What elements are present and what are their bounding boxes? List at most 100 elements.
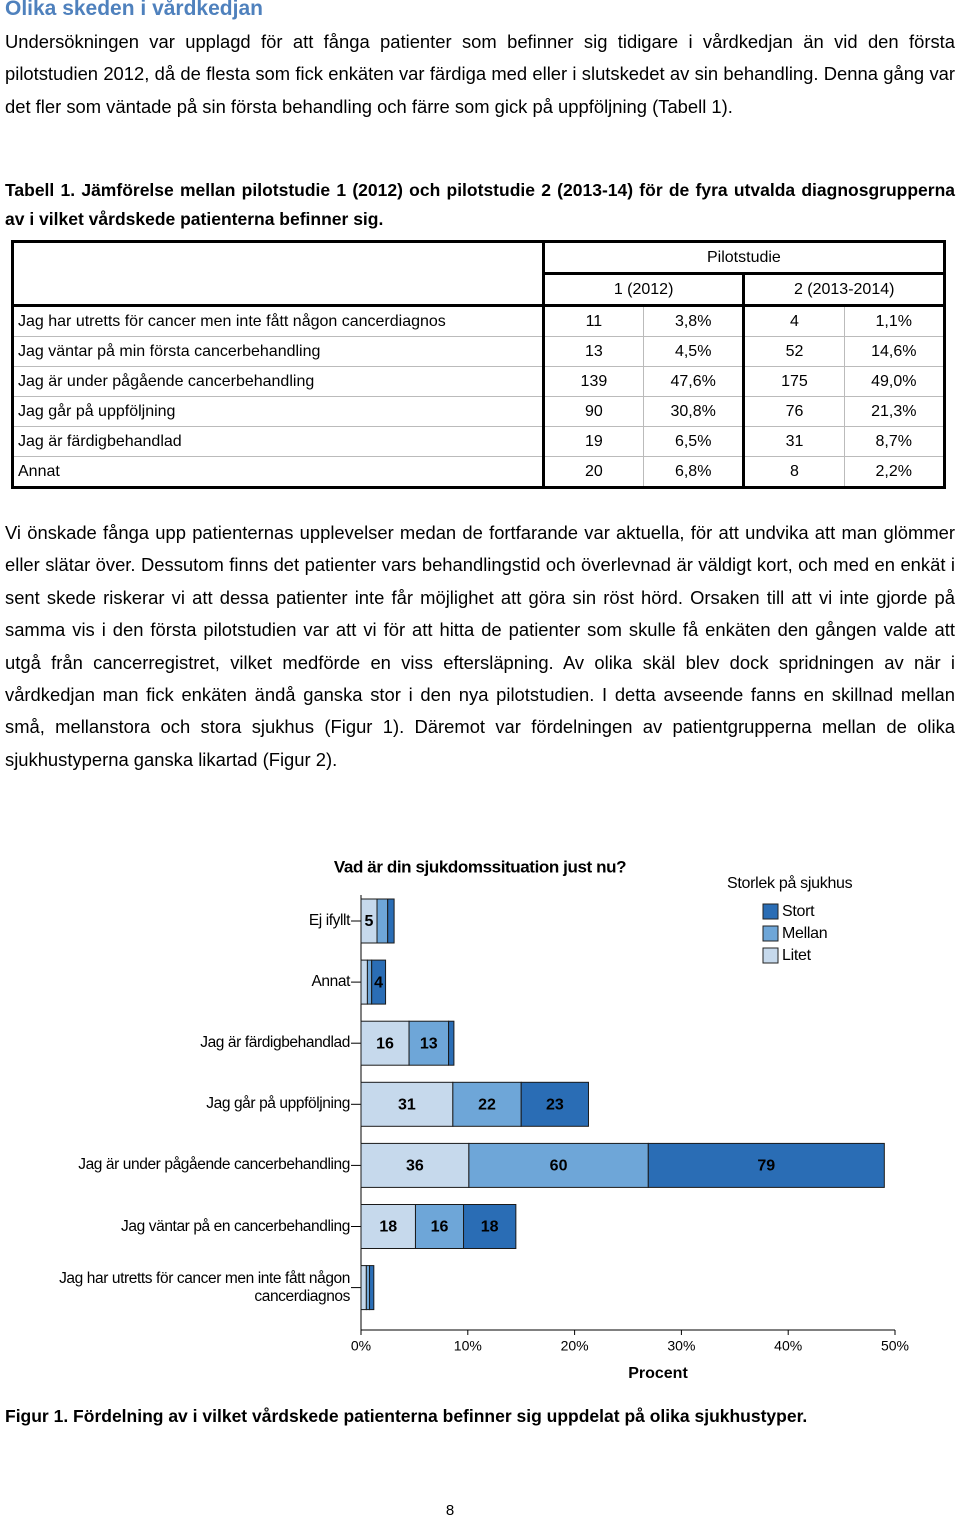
- table-cell: 76: [743, 396, 845, 427]
- data-label: 23: [546, 1097, 564, 1114]
- bar-segment: [371, 959, 387, 1005]
- table-row: Jag är under pågående cancerbehandling 13…: [12, 366, 945, 397]
- table-cell: 52: [743, 336, 845, 367]
- data-label: 79: [757, 1158, 775, 1175]
- y-tick-label: Jag är färdigbehandlad: [200, 1034, 350, 1052]
- data-label: 60: [550, 1158, 568, 1175]
- bar-segment: [360, 1081, 454, 1127]
- x-tick-label: 50%: [881, 1338, 909, 1354]
- x-tick-label: 20%: [561, 1338, 589, 1354]
- table-cell: 4: [743, 305, 845, 337]
- paragraph: Undersökningen var upplagd för att fånga…: [5, 31, 955, 117]
- table-caption: Tabell 1. Jämförelse mellan pilotstudie …: [5, 180, 955, 229]
- legend-swatch: [762, 925, 779, 942]
- table-cell: 21,3%: [844, 396, 945, 427]
- figure-caption: Figur 1. Fördelning av i vilket vårdsked…: [5, 1406, 808, 1426]
- row-label: Jag är färdigbehandlad: [12, 426, 545, 457]
- table-cell: 2,2%: [875, 462, 912, 480]
- table-row: Jag går på uppföljning 90 30,8% 76 21,3%: [12, 396, 945, 427]
- table-cell: 1,1%: [844, 305, 945, 337]
- table-header: 2 (2013-2014): [743, 273, 945, 307]
- legend-label: Litet: [782, 947, 812, 964]
- x-tick-label: 30%: [667, 1338, 695, 1354]
- bar-segment: [414, 1204, 465, 1249]
- bar-segment: [369, 1265, 375, 1311]
- table-cell: 4,5%: [643, 336, 746, 367]
- table-cell: 13: [543, 336, 644, 367]
- table-cell: 14,6%: [844, 336, 945, 367]
- data-label: 36: [406, 1158, 424, 1175]
- y-tick-label: Jag är under pågående cancerbehandling: [78, 1156, 350, 1174]
- table-cell: 175: [743, 366, 845, 397]
- row-label: Jag väntar på min första cancerbehandlin…: [12, 336, 545, 367]
- table-cell: 90: [543, 396, 644, 427]
- data-label: 18: [481, 1219, 499, 1236]
- table: Pilotstudie 1 (2012) 2 (2013-2014) Jag har …: [11, 240, 946, 489]
- table-cell: 3,8%: [643, 305, 746, 337]
- y-tick-label: Ej ifyllt: [308, 912, 351, 929]
- legend-label: Mellan: [782, 925, 827, 942]
- bar-segment: [468, 1142, 649, 1188]
- data-label: 18: [379, 1219, 397, 1236]
- table-header: Pilotstudie: [543, 241, 945, 275]
- table-cell: 6,8%: [643, 456, 746, 488]
- x-tick-label: 40%: [774, 1338, 802, 1354]
- table-row: Annat 20 6,8% 8 2,2%: [12, 456, 945, 488]
- y-tick-label: Jag väntar på en cancerbehandling: [121, 1217, 350, 1235]
- legend-label: Stort: [782, 903, 815, 920]
- table-cell: [12, 241, 545, 307]
- table-row: Jag väntar på min första cancerbehandlin…: [12, 336, 945, 367]
- table-cell: 30,8%: [643, 396, 746, 427]
- bar-segment: [360, 1142, 470, 1188]
- table-row: Jag har utretts för cancer men inte fått…: [12, 305, 945, 337]
- bar-segment: [647, 1142, 885, 1188]
- table-cell: 8,7%: [844, 426, 945, 457]
- row-label: Jag har utretts för cancer men inte fått…: [12, 305, 545, 337]
- paragraph: Vi önskade fånga upp patienternas upplev…: [5, 522, 955, 770]
- bar-segment: [366, 959, 373, 1005]
- row-label: Annat: [12, 456, 545, 488]
- bar-segment: [376, 898, 389, 944]
- table-header: 1 (2012): [543, 273, 746, 307]
- chart: Vad är din sjukdomssituation just nu? Sto…: [0, 850, 960, 1400]
- data-label: 4: [374, 974, 383, 991]
- bar-segment: [520, 1081, 589, 1127]
- x-tick-label: 0%: [351, 1338, 371, 1354]
- page-number: 8: [445, 1502, 455, 1519]
- table-cell: 6,5%: [643, 426, 746, 457]
- table-cell: 11: [543, 305, 644, 337]
- bar-segment: [360, 1204, 416, 1249]
- bar-segment: [360, 959, 368, 1005]
- chart-title: Vad är din sjukdomssituation just nu?: [334, 857, 626, 876]
- data-label: 31: [398, 1097, 416, 1114]
- data-label: 13: [420, 1035, 438, 1052]
- data-label: 5: [365, 913, 374, 930]
- data-label: 16: [431, 1219, 449, 1236]
- table-row: 1 (2012) 2 (2013-2014): [13, 273, 945, 307]
- y-tick-label: Annat: [311, 973, 350, 991]
- table-cell: 47,6%: [643, 366, 746, 397]
- legend-swatch: [762, 903, 779, 920]
- row-label: Jag är under pågående cancerbehandling: [12, 366, 545, 397]
- bar-segment: [463, 1204, 517, 1249]
- bar-segment: [360, 1265, 367, 1311]
- bar-segment: [387, 898, 395, 944]
- x-tick-label: 10%: [454, 1338, 482, 1354]
- heading: Olika skeden i vårdkedjan: [5, 0, 263, 20]
- table-row: Jag är färdigbehandlad 19 6,5% 31 8,7%: [12, 426, 945, 457]
- table-cell: 139: [543, 366, 644, 397]
- row-label: Jag går på uppföljning: [12, 396, 545, 427]
- legend-swatch: [762, 947, 779, 964]
- bar-segment: [448, 1020, 455, 1066]
- table-cell: 20: [543, 456, 644, 488]
- table-cell: 49,0%: [844, 366, 945, 397]
- table-cell: 31: [743, 426, 845, 457]
- bar-segment: [408, 1020, 450, 1066]
- table-cell: 19: [543, 426, 644, 457]
- data-label: 22: [478, 1097, 496, 1114]
- table-row: Pilotstudie: [12, 241, 945, 307]
- bar-segment: [360, 1020, 410, 1066]
- chart-svg: Vad är din sjukdomssituation just nu? Sto…: [334, 857, 909, 1382]
- x-axis-label: Procent: [628, 1365, 688, 1382]
